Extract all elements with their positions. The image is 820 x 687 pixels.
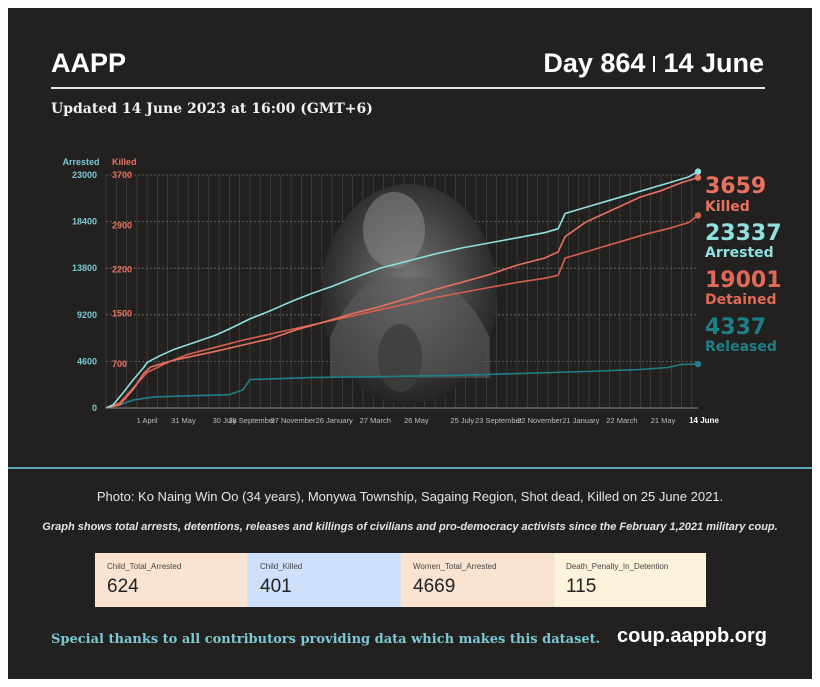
series-endpoint-arrested — [694, 168, 702, 175]
day-separator — [653, 55, 656, 72]
left-tick-label: 4600 — [77, 356, 97, 366]
end-label-text-arrested: Arrested — [705, 245, 774, 261]
x-tick-label: 14 June — [689, 416, 719, 425]
x-tick-label: 26 January — [316, 416, 353, 425]
right-tick-label: 700 — [112, 359, 127, 369]
left-tick-label: 18400 — [72, 217, 97, 227]
stat-label: Death_Penalty_In_Detention — [566, 562, 669, 571]
x-tick-label: 21 May — [651, 416, 676, 425]
series-line-killed — [105, 176, 699, 409]
photo-portrait — [321, 184, 497, 404]
day-counter: Day 864 14 June — [543, 48, 764, 79]
date-label: 14 June — [663, 48, 764, 78]
graph-note: Graph shows total arrests, detentions, r… — [42, 521, 778, 533]
series-line-arrested — [105, 170, 699, 409]
x-tick-label: 1 April — [137, 416, 158, 425]
photo-caption: Photo: Ko Naing Win Oo (34 years), Monyw… — [96, 489, 724, 504]
end-label-value-killed: 3659 — [705, 174, 766, 199]
end-label-value-detained: 19001 — [705, 268, 782, 293]
right-tick-label: 2200 — [112, 264, 132, 274]
stat-label: Women_Total_Arrested — [413, 562, 497, 571]
x-tick-label: 25 July — [450, 416, 474, 425]
header-rule — [51, 87, 765, 89]
right-axis-title: Killed — [112, 157, 137, 167]
x-tick-label: 21 January — [562, 416, 599, 425]
stat-label: Child_Killed — [260, 562, 303, 571]
left-tick-label: 13800 — [72, 263, 97, 273]
brand-title: AAPP — [51, 48, 127, 78]
x-tick-label: 28 September — [228, 416, 276, 425]
x-tick-label: 31 May — [171, 416, 196, 425]
stat-women-total-arrested: Women_Total_Arrested 4669 — [401, 553, 554, 607]
left-tick-label: 9200 — [77, 310, 97, 320]
right-tick-label: 2900 — [112, 220, 132, 230]
x-tick-label: 27 November — [271, 416, 317, 425]
section-rule — [8, 467, 812, 469]
series-endpoint-released — [694, 360, 702, 368]
x-tick-label: 22 November — [517, 416, 563, 425]
end-label-text-killed: Killed — [705, 199, 750, 215]
series-endpoint-detained — [694, 212, 702, 219]
thanks-text: Special thanks to all contributors provi… — [51, 632, 601, 647]
stat-value: 401 — [260, 576, 292, 597]
stat-value: 624 — [107, 576, 139, 597]
end-label-value-arrested: 23337 — [705, 221, 782, 246]
site-link[interactable]: coup.aappb.org — [617, 625, 767, 647]
right-tick-label: 3700 — [112, 170, 132, 180]
x-tick-label: 27 March — [360, 416, 391, 425]
x-tick-label: 23 September — [475, 416, 523, 425]
left-tick-label: 0 — [92, 403, 97, 413]
end-label-text-detained: Detained — [705, 292, 777, 308]
left-tick-label: 23000 — [72, 170, 97, 180]
updated-timestamp: Updated 14 June 2023 at 16:00 (GMT+6) — [51, 101, 373, 117]
stat-child-killed: Child_Killed 401 — [248, 553, 401, 607]
right-tick-label: 1500 — [112, 309, 132, 319]
stats-bar: Child_Total_Arrested 624 Child_Killed 40… — [95, 553, 706, 607]
chart: Arrested Killed 0 4600 9200 13800 18400 23000 70… — [62, 157, 782, 425]
x-tick-label: 26 May — [404, 416, 429, 425]
stat-value: 115 — [566, 576, 597, 597]
series-line-detained — [105, 214, 699, 409]
end-label-value-released: 4337 — [705, 315, 766, 340]
end-label-text-released: Released — [705, 339, 777, 355]
dark-panel: AAPP Day 864 14 June Updated 14 June 2023… — [8, 8, 812, 679]
x-tick-label: 22 March — [606, 416, 637, 425]
x-tick-label: 30 July — [213, 416, 237, 425]
day-label: Day 864 — [543, 48, 646, 78]
series-line-released — [105, 363, 699, 409]
left-axis-title: Arrested — [62, 157, 99, 167]
stat-death-penalty: Death_Penalty_In_Detention 115 — [554, 553, 706, 607]
series-endpoint-killed — [694, 174, 702, 181]
stat-child-total-arrested: Child_Total_Arrested 624 — [95, 553, 248, 607]
stat-label: Child_Total_Arrested — [107, 562, 182, 571]
stat-value: 4669 — [413, 576, 456, 597]
